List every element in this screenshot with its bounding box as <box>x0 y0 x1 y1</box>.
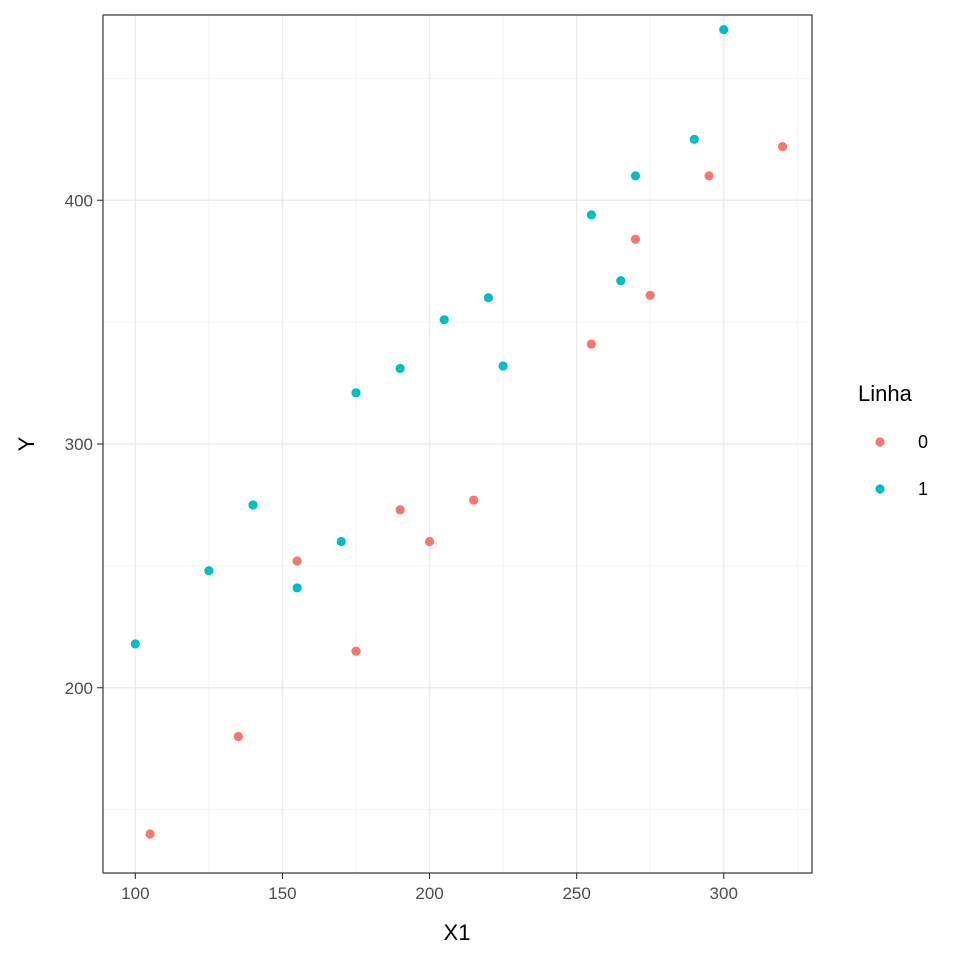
y-tick-label: 200 <box>65 679 93 698</box>
data-point-series-1 <box>395 363 405 374</box>
data-point-series-1 <box>630 171 641 181</box>
data-point-series-0 <box>777 142 788 152</box>
x-tick-label: 300 <box>710 884 738 903</box>
data-point-series-0 <box>645 290 655 300</box>
y-tick-label: 300 <box>65 435 93 454</box>
major-grid <box>103 15 812 873</box>
data-point-series-1 <box>130 639 140 649</box>
data-point-series-1 <box>204 566 214 576</box>
data-point-series-0 <box>145 829 155 839</box>
x-tick-label: 200 <box>415 884 443 903</box>
data-point-series-1 <box>336 536 346 547</box>
data-point-series-1 <box>689 134 699 144</box>
data-point-series-1 <box>292 583 302 593</box>
legend-label-1: 1 <box>918 479 928 499</box>
data-point-series-0 <box>292 556 302 566</box>
legend-title: Linha <box>858 381 913 406</box>
legend: Linha 0 1 <box>858 381 928 499</box>
data-point-series-1 <box>439 315 449 325</box>
x-axis: 100 150 200 250 300 <box>121 873 738 903</box>
y-axis-title: Y <box>14 436 39 451</box>
data-point-series-0 <box>469 495 479 505</box>
x-tick-label: 100 <box>121 884 149 903</box>
x-axis-title: X1 <box>444 920 471 945</box>
data-point-series-1 <box>719 25 729 35</box>
data-point-series-0 <box>586 339 596 349</box>
x-tick-label: 250 <box>562 884 590 903</box>
y-tick-label: 400 <box>65 191 93 210</box>
legend-label-0: 0 <box>918 432 928 452</box>
data-point-series-0 <box>630 234 641 244</box>
data-point-series-0 <box>395 505 405 515</box>
data-point-series-0 <box>704 171 714 181</box>
legend-key-0 <box>875 437 885 447</box>
data-point-series-1 <box>586 210 596 220</box>
y-axis: 200 300 400 <box>65 191 103 698</box>
data-points <box>130 25 788 839</box>
data-point-series-0 <box>233 731 243 742</box>
data-point-series-1 <box>351 388 361 398</box>
data-point-series-1 <box>248 500 258 510</box>
data-point-series-0 <box>351 646 361 656</box>
data-point-series-1 <box>616 276 626 286</box>
x-tick-label: 150 <box>268 884 296 903</box>
data-point-series-1 <box>483 293 493 303</box>
data-point-series-0 <box>424 536 435 547</box>
legend-key-1 <box>875 484 885 494</box>
data-point-series-1 <box>498 361 508 371</box>
